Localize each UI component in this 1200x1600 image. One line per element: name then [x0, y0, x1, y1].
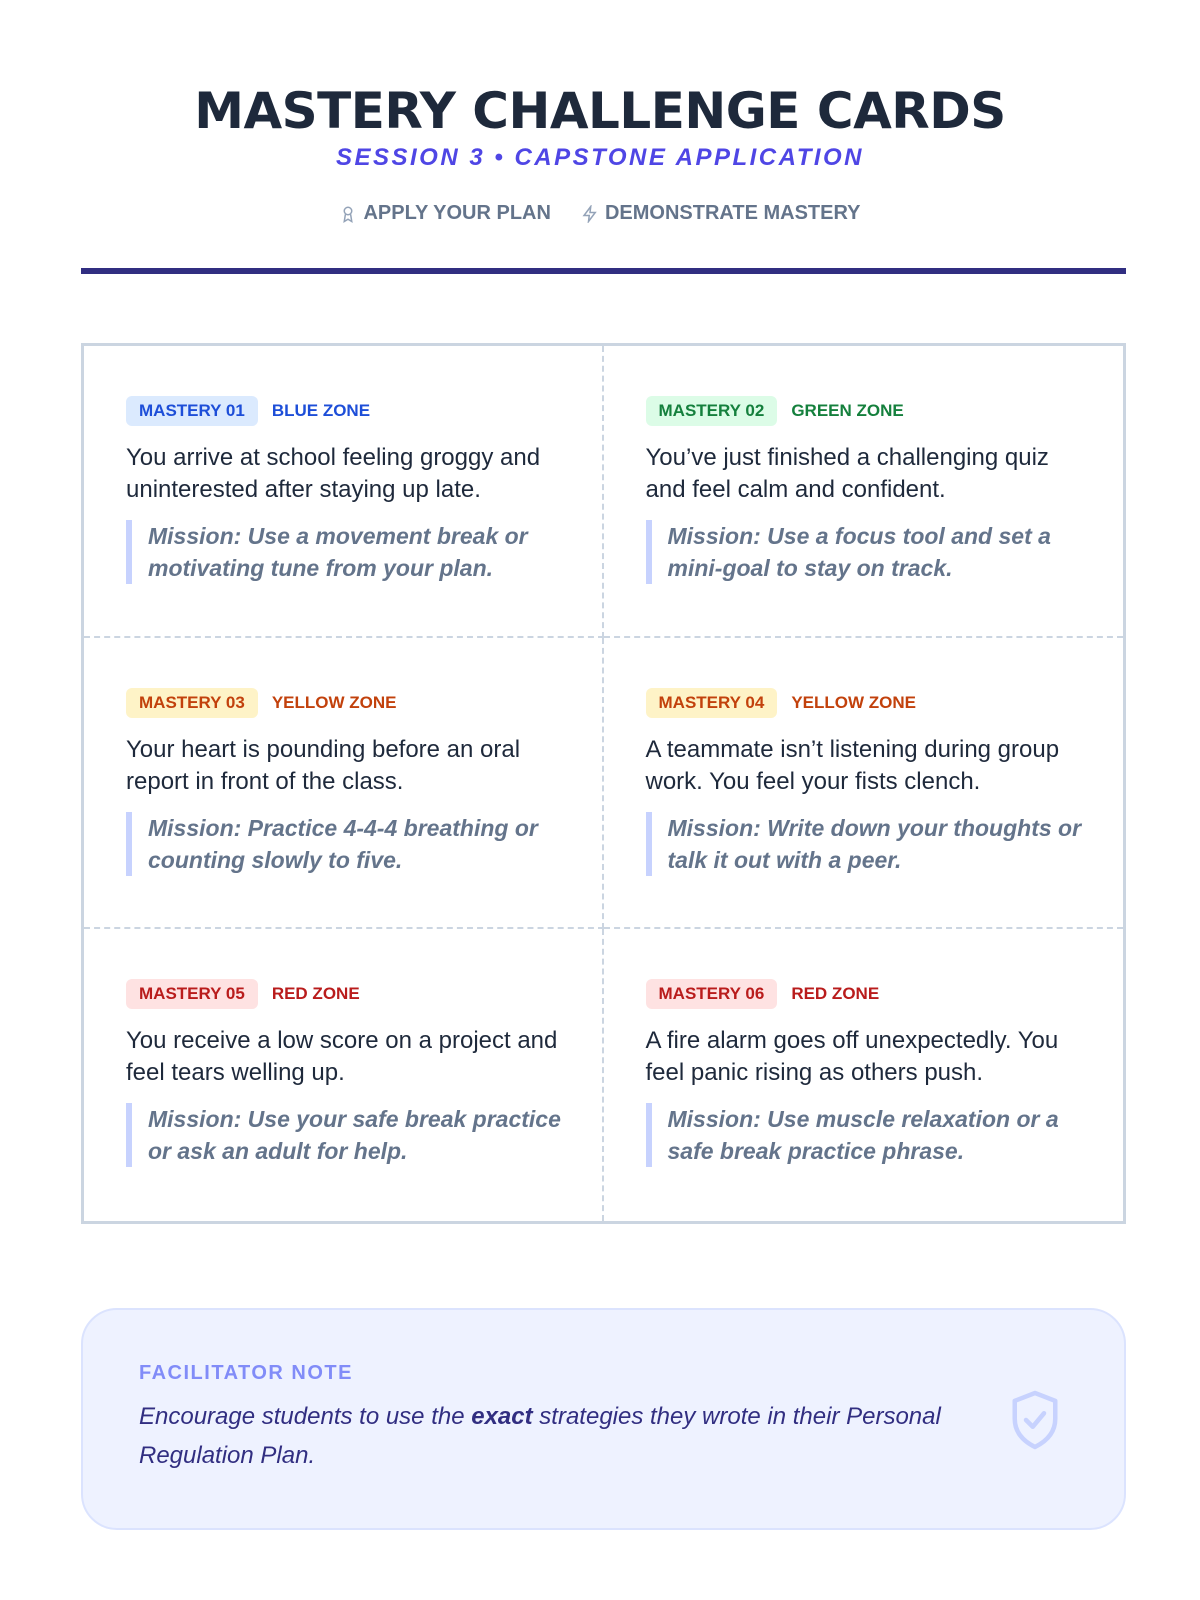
page-title: MASTERY CHALLENGE CARDS — [194, 82, 1006, 140]
zone-label: BLUE ZONE — [271, 401, 371, 420]
page-subtitle: SESSION 3 • CAPSTONE APPLICATION — [335, 144, 865, 171]
note-text-part: Encourage students to use the — [139, 1403, 472, 1430]
lightning-icon — [582, 204, 597, 223]
scenario-text: You receive a low score on a project and… — [126, 1027, 558, 1087]
header-tags: APPLY YOUR PLAN DEMONSTRATE MASTERY — [0, 202, 1200, 225]
challenge-card: MASTERY 05 RED ZONE You receive a low sco… — [84, 929, 604, 1221]
challenge-card: MASTERY 01 BLUE ZONE You arrive at school… — [84, 346, 604, 638]
tag-apply-plan: APPLY YOUR PLAN — [339, 202, 551, 225]
note-text-part: strategies they wrote in their Personal … — [139, 1403, 941, 1469]
mission-text: Mission: Use muscle relaxation or a safe… — [645, 1103, 1084, 1168]
scenario-text: You arrive at school feeling groggy and … — [126, 444, 541, 503]
mission-text: Mission: Practice 4-4-4 breathing or cou… — [126, 811, 562, 876]
zone-label: RED ZONE — [791, 984, 880, 1004]
mission-text: Mission: Use a focus tool and set a mini… — [645, 520, 1084, 584]
challenge-card: MASTERY 02 GREEN ZONE You’ve just finishe… — [603, 346, 1123, 638]
zone-label: GREEN ZONE — [791, 401, 904, 420]
zone-label: RED ZONE — [271, 984, 360, 1004]
tag-label: APPLY YOUR PLAN — [363, 202, 551, 224]
mastery-badge: MASTERY 01 — [126, 396, 258, 426]
note-emphasis: exact — [471, 1403, 533, 1430]
mastery-badge: MASTERY 05 — [126, 979, 258, 1010]
mission-text: Mission: Write down your thoughts or tal… — [645, 811, 1084, 876]
scenario-text: Your heart is pounding before an oral re… — [126, 735, 521, 795]
challenge-card-grid: MASTERY 01 BLUE ZONE You arrive at school… — [81, 343, 1126, 1224]
challenge-card: MASTERY 04 YELLOW ZONE A teammate isn’t l… — [603, 638, 1123, 930]
award-icon — [343, 206, 354, 223]
mission-text: Mission: Use your safe break practice or… — [126, 1103, 562, 1168]
tag-demonstrate-mastery: DEMONSTRATE MASTERY — [581, 202, 861, 225]
note-text: Encourage students to use the exact stra… — [139, 1397, 999, 1475]
shield-check-icon — [1012, 1390, 1058, 1450]
mastery-badge: MASTERY 02 — [645, 396, 778, 426]
mastery-badge: MASTERY 06 — [645, 979, 778, 1010]
facilitator-note: FACILITATOR NOTE Encourage students to u… — [81, 1308, 1126, 1530]
header-divider — [81, 268, 1126, 274]
zone-label: YELLOW ZONE — [271, 692, 397, 712]
zone-label: YELLOW ZONE — [791, 692, 916, 712]
mastery-badge: MASTERY 04 — [645, 687, 778, 718]
scenario-text: A fire alarm goes off unexpectedly. You … — [645, 1027, 1059, 1087]
tag-label: DEMONSTRATE MASTERY — [604, 202, 861, 224]
mission-text: Mission: Use a movement break or motivat… — [126, 520, 562, 584]
scenario-text: You’ve just finished a challenging quiz … — [645, 444, 1049, 503]
note-label: FACILITATOR NOTE — [139, 1362, 353, 1384]
challenge-card: MASTERY 03 YELLOW ZONE Your heart is poun… — [84, 637, 604, 930]
mastery-badge: MASTERY 03 — [126, 687, 258, 718]
challenge-card: MASTERY 06 RED ZONE A fire alarm goes off… — [604, 929, 1124, 1221]
scenario-text: A teammate isn’t listening during group … — [645, 735, 1060, 795]
